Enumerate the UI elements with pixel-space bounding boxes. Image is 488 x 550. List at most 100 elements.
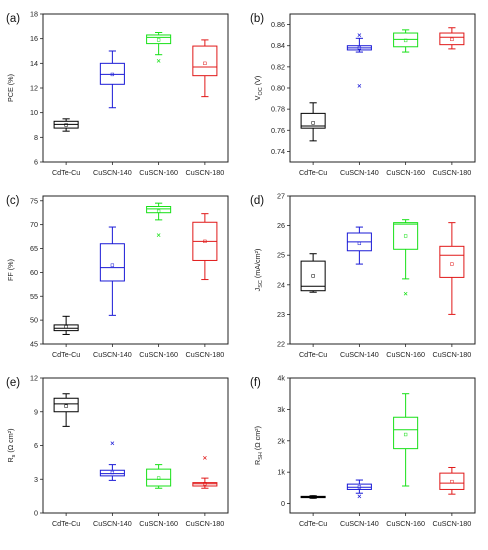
x-tick-label: CuSCN-160 [386,519,425,528]
mean-marker [403,38,408,43]
box-CdTe-Cu [300,102,326,142]
panel-label: (e) [6,377,20,389]
mean-marker [403,234,408,238]
y-tick-label: 27 [277,192,285,201]
x-tick-label: CuSCN-140 [93,168,132,177]
x-tick-label: CuSCN-160 [139,519,178,528]
outlier-point [156,233,161,237]
iqr-box [300,112,326,129]
y-axis-label: FF (%) [6,259,15,281]
panel-label: (b) [250,13,264,25]
panel-c: 45 50 55 60 65 70 75 CdTe-Cu CuSCN-140 CuSCN-160 C… [6,195,229,359]
mean-marker [203,239,207,244]
box-CuSCN-180 [192,456,218,489]
panel-label: (d) [250,195,264,207]
iqr-box [99,62,125,85]
outlier-stroke [357,494,362,499]
x-tick-label: CuSCN-140 [340,168,379,177]
mean-marker [357,46,362,50]
outlier-stroke [156,59,161,63]
y-tick-label: 60 [30,268,38,277]
y-tick-label: 3 [34,475,38,484]
box-CuSCN-140 [99,441,125,481]
x-tick-label: CuSCN-140 [93,519,132,528]
y-axis-label: PCE (%) [6,74,15,102]
y-tick-label: 0.80 [271,84,285,93]
box-CuSCN-180 [439,222,465,315]
box-CuSCN-140 [346,226,372,265]
y-tick-label: 0.78 [271,105,285,114]
mean-marker [110,470,115,475]
mean-marker [403,432,408,437]
panel-b: 0.74 0.76 0.78 0.80 0.82 0.84 0.86 CdTe-Cu CuSCN… [250,13,476,177]
x-tick-label: CuSCN-180 [433,519,472,528]
outlier-stroke [156,233,161,237]
iqr-box [146,206,172,214]
mean-marker [450,37,454,42]
mean-marker [311,274,315,278]
box-CuSCN-160 [393,393,419,487]
panel-e: 0 3 6 9 12 CdTe-Cu CuSCN-140 CuSCN-160 CuSCN-180… [6,374,229,528]
iqr-box [439,245,465,278]
box-CdTe-Cu [300,253,326,293]
outlier-point [357,84,362,88]
panel-a: 6 8 10 12 14 16 18 CdTe-Cu CuSCN-140 CuSCN-160 CuS… [6,10,229,177]
mean-marker [311,121,315,125]
x-tick-label: CdTe-Cu [52,350,80,359]
y-tick-label: 70 [30,220,38,229]
iqr-box [192,45,218,77]
box-CuSCN-180 [439,27,465,50]
mean-marker [156,476,161,480]
outlier-stroke [357,33,362,37]
plot-frame [289,195,476,345]
box-CdTe-Cu [53,315,79,335]
box-CuSCN-140 [346,33,372,88]
iqr-box [439,472,465,490]
box-CdTe-Cu [53,118,79,132]
outlier-stroke [357,84,362,88]
y-axis-label: Rs (Ω cm²) [6,428,17,462]
y-tick-label: 23 [277,310,285,319]
y-tick-label: 0 [34,509,38,518]
outlier-point [110,441,115,446]
y-tick-label: 50 [30,316,38,325]
iqr-box [439,32,465,46]
outlier-point [357,494,362,499]
box-CdTe-Cu [53,393,79,427]
y-tick-label: 1k [277,468,285,477]
mean-marker [156,209,161,213]
y-tick-label: 24 [277,280,285,289]
box-CuSCN-160 [393,219,419,296]
outlier-point [357,33,362,37]
iqr-box [393,32,419,48]
mean-marker [203,482,207,486]
x-tick-label: CuSCN-160 [386,350,425,359]
panel-d: 22 23 24 25 26 27 CdTe-Cu CuSCN-140 CuSCN-160 CuS… [250,192,476,359]
y-tick-label: 3k [277,405,285,414]
mean-marker [450,479,454,484]
iqr-box [53,397,79,413]
x-tick-label: CdTe-Cu [52,168,80,177]
mean-marker [450,262,454,266]
x-tick-label: CuSCN-140 [340,350,379,359]
mean-marker [64,404,68,408]
x-tick-label: CdTe-Cu [299,168,327,177]
x-tick-label: CuSCN-180 [186,519,225,528]
y-tick-label: 22 [277,340,285,349]
y-tick-label: 10 [30,108,38,117]
box-CuSCN-160 [146,32,172,63]
mean-marker [357,485,362,489]
box-CuSCN-160 [146,202,172,237]
iqr-box [146,34,172,45]
x-tick-label: CuSCN-180 [433,350,472,359]
x-tick-label: CuSCN-160 [139,350,178,359]
box-CdTe-Cu [300,495,326,499]
y-tick-label: 6 [34,158,38,167]
box-CuSCN-140 [346,479,372,499]
y-tick-label: 26 [277,221,285,230]
mean-marker [311,495,315,499]
outlier-point [156,59,161,63]
box-CuSCN-180 [192,39,218,98]
panel-label: (c) [6,195,20,207]
